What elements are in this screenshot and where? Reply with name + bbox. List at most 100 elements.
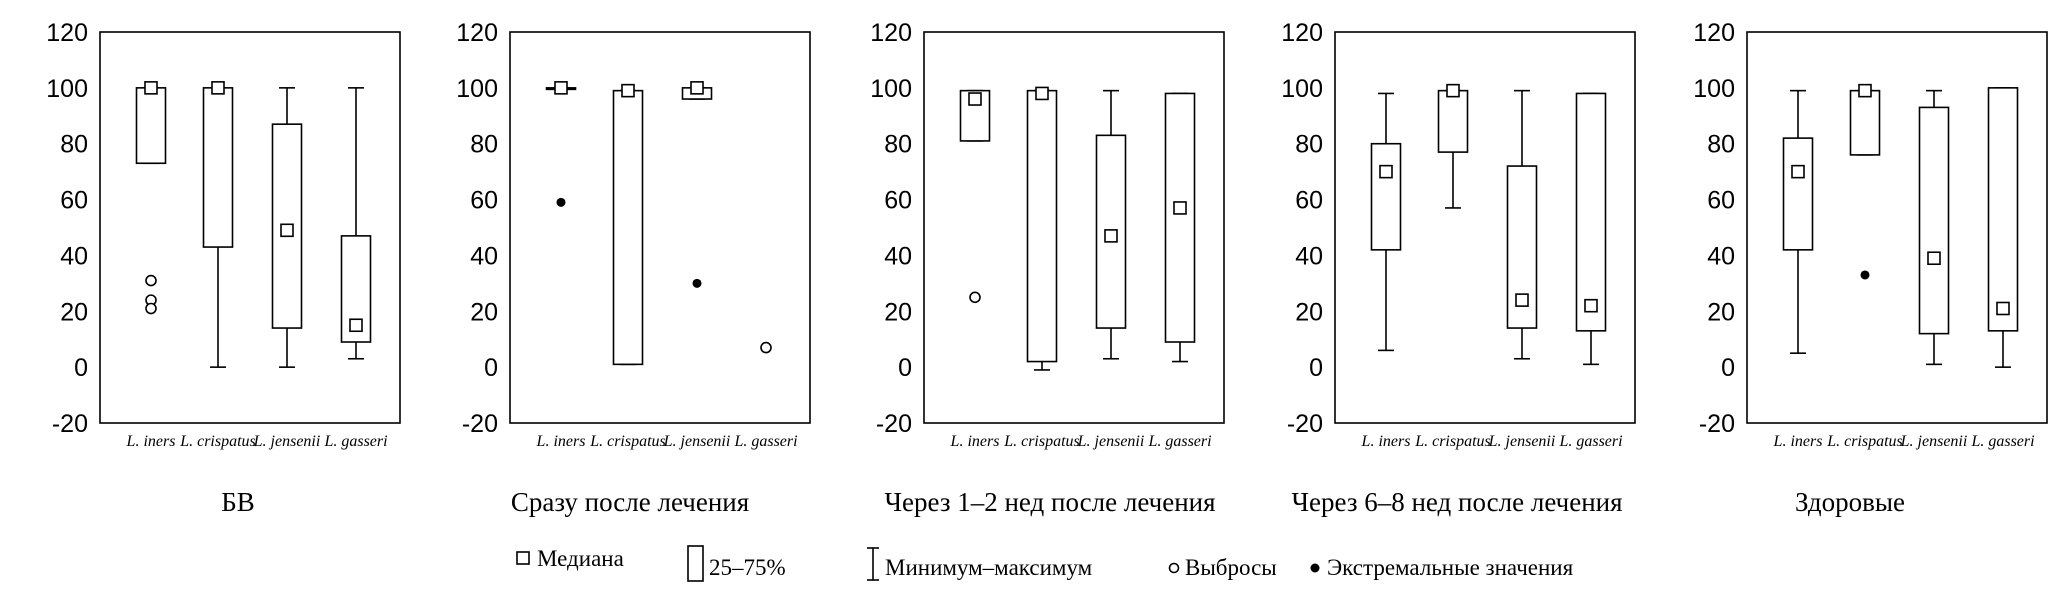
iqr-box xyxy=(1918,106,1950,335)
legend-median-label: Медиана xyxy=(537,546,624,571)
plot-frame xyxy=(509,31,811,424)
y-tick-label: 0 xyxy=(1309,354,1323,382)
panel-title: Сразу после лечения xyxy=(511,487,749,517)
iqr-box xyxy=(612,89,644,366)
x-category-label: L. jensenii xyxy=(1900,433,1968,450)
y-tick-label: 0 xyxy=(74,354,88,382)
x-category-label: L. crispatus xyxy=(589,433,666,450)
y-tick-label: 0 xyxy=(1721,354,1735,382)
iqr-box xyxy=(1575,92,1607,332)
extreme-point xyxy=(556,197,566,207)
iqr-box xyxy=(1782,137,1814,251)
iqr-box xyxy=(1987,87,2019,332)
y-tick-label: 80 xyxy=(1707,131,1735,159)
y-tick-label: 80 xyxy=(470,131,498,159)
y-tick-label: 120 xyxy=(870,19,912,47)
median-marker xyxy=(554,81,568,95)
median-marker xyxy=(690,81,704,95)
y-tick-label: 100 xyxy=(456,75,498,103)
y-tick-label: 20 xyxy=(470,298,498,326)
y-tick-label: 80 xyxy=(60,131,88,159)
iqr-box xyxy=(1026,89,1058,363)
outlier-point xyxy=(969,291,981,304)
y-tick-label: 120 xyxy=(1693,19,1735,47)
y-tick-label: 20 xyxy=(1707,298,1735,326)
y-tick-label: 120 xyxy=(46,19,88,47)
x-category-label: L. gasseri xyxy=(323,433,387,450)
legend-outliers-symbol xyxy=(1168,562,1180,574)
x-category-label: L. iners xyxy=(536,433,586,450)
y-tick-label: 40 xyxy=(470,242,498,270)
x-category-label: L. iners xyxy=(950,433,1000,450)
iqr-box xyxy=(135,87,167,165)
plot-frame xyxy=(1334,31,1636,424)
y-tick-label: 0 xyxy=(484,354,498,382)
median-marker xyxy=(1584,298,1598,313)
y-tick-label: 60 xyxy=(60,187,88,215)
median-marker xyxy=(1791,164,1805,179)
y-tick-label: 60 xyxy=(884,187,912,215)
plot-frame xyxy=(99,31,401,424)
outlier-point xyxy=(760,341,772,354)
x-category-label: L. crispatus xyxy=(1414,433,1491,450)
median-marker xyxy=(1104,229,1118,243)
median-marker xyxy=(1927,251,1941,266)
plot-frame xyxy=(923,31,1225,424)
x-category-label: L. iners xyxy=(1361,433,1411,450)
x-category-label: L. jensenii xyxy=(1488,433,1556,450)
legend-range-symbol xyxy=(867,547,879,581)
y-tick-label: 60 xyxy=(1707,187,1735,215)
median-marker xyxy=(280,223,294,238)
legend-extremes-label: Экстремальные значения xyxy=(1327,555,1574,580)
y-tick-label: 80 xyxy=(884,131,912,159)
iqr-box xyxy=(202,87,234,248)
y-tick-label: 120 xyxy=(456,19,498,47)
legend-extremes-symbol xyxy=(1310,563,1320,573)
y-tick-label: 100 xyxy=(1281,75,1323,103)
panel-title: БВ xyxy=(221,487,255,517)
panel-title: Здоровые xyxy=(1795,487,1905,517)
iqr-box xyxy=(340,235,372,343)
y-tick-label: 80 xyxy=(1295,131,1323,159)
y-tick-label: 60 xyxy=(1295,187,1323,215)
y-tick-label: 40 xyxy=(1707,242,1735,270)
median-marker xyxy=(1446,83,1460,98)
y-tick-label: 20 xyxy=(1295,298,1323,326)
iqr-box xyxy=(1370,142,1402,251)
y-tick-label: 100 xyxy=(1693,75,1735,103)
y-tick-label: 100 xyxy=(870,75,912,103)
y-tick-label: -20 xyxy=(1699,410,1735,438)
extreme-point xyxy=(1860,270,1870,280)
median-marker xyxy=(349,318,363,333)
legend-range-label: Минимум–максимум xyxy=(885,555,1093,580)
plot-frame xyxy=(1746,31,2048,424)
y-tick-label: 20 xyxy=(884,298,912,326)
median-marker xyxy=(211,81,225,95)
median-marker xyxy=(1173,201,1187,215)
y-tick-label: 100 xyxy=(46,75,88,103)
legend-median-symbol xyxy=(516,551,530,565)
legend-outliers-label: Выбросы xyxy=(1185,555,1277,580)
x-category-label: L. jensenii xyxy=(663,433,731,450)
extreme-point xyxy=(692,278,702,288)
iqr-box xyxy=(1437,89,1469,153)
x-category-label: L. gasseri xyxy=(1558,433,1622,450)
x-category-label: L. gasseri xyxy=(1147,433,1211,450)
legend-box-symbol xyxy=(687,545,704,582)
y-tick-label: -20 xyxy=(52,410,88,438)
y-tick-label: 120 xyxy=(1281,19,1323,47)
panel-title: Через 1–2 нед после лечения xyxy=(884,487,1215,517)
median-marker xyxy=(1996,301,2010,316)
y-tick-label: 40 xyxy=(60,242,88,270)
y-tick-label: -20 xyxy=(876,410,912,438)
median-marker xyxy=(1035,86,1049,101)
x-category-label: L. jensenii xyxy=(1077,433,1145,450)
median-marker xyxy=(621,83,635,98)
y-tick-label: 40 xyxy=(1295,242,1323,270)
x-category-label: L. gasseri xyxy=(733,433,797,450)
